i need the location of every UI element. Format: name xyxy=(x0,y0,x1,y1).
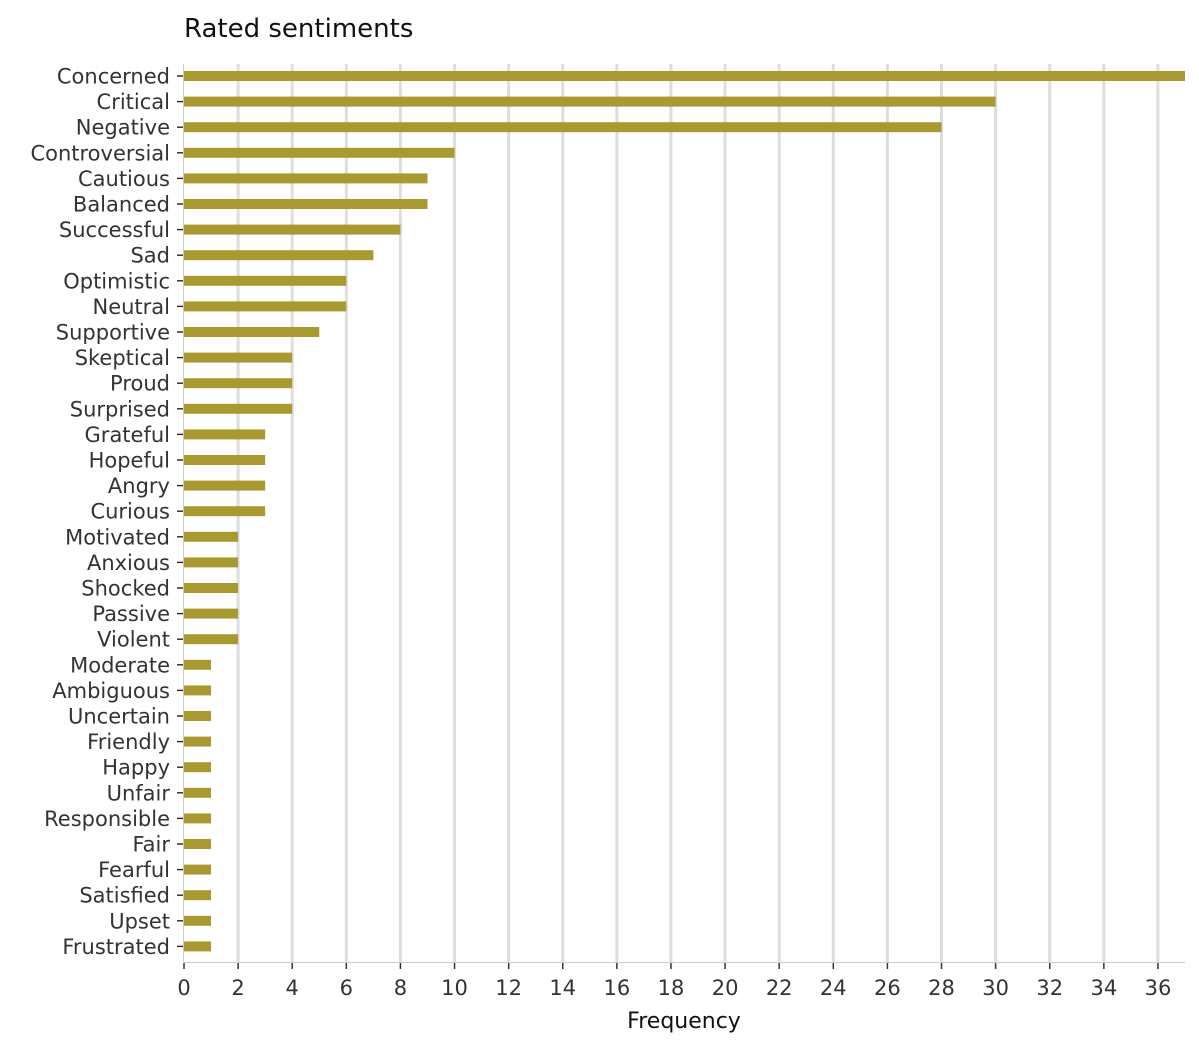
category-label: Friendly xyxy=(87,730,170,754)
x-tick-label: 2 xyxy=(231,976,244,1000)
bar xyxy=(184,762,212,773)
category-label: Skeptical xyxy=(75,346,170,370)
category-label: Fearful xyxy=(98,858,170,882)
x-tick-label: 6 xyxy=(340,976,353,1000)
category-label: Unfair xyxy=(107,781,171,805)
category-label: Balanced xyxy=(73,193,170,217)
x-tick-label: 20 xyxy=(712,976,739,1000)
bar xyxy=(184,480,266,491)
category-label: Satisfied xyxy=(79,884,170,908)
category-label: Concerned xyxy=(57,65,170,89)
bar xyxy=(184,403,293,414)
x-tick-label: 18 xyxy=(658,976,685,1000)
category-label: Proud xyxy=(110,372,170,396)
category-label: Frustrated xyxy=(62,935,170,959)
category-label: Upset xyxy=(109,909,170,933)
bar xyxy=(184,506,266,517)
category-label: Cautious xyxy=(78,167,170,191)
bar xyxy=(184,608,239,619)
category-label: Shocked xyxy=(81,577,170,601)
bar xyxy=(184,890,212,901)
bar xyxy=(184,199,428,209)
category-label: Optimistic xyxy=(63,269,170,293)
bar xyxy=(184,787,212,798)
category-label: Angry xyxy=(108,474,170,498)
x-tick-label: 22 xyxy=(766,976,793,1000)
bar xyxy=(184,429,266,440)
category-label: Violent xyxy=(97,628,170,652)
category-label: Negative xyxy=(76,116,170,140)
bar xyxy=(184,71,1185,81)
category-label: Hopeful xyxy=(89,449,170,473)
bar xyxy=(184,275,347,286)
bar xyxy=(184,583,239,593)
bar xyxy=(184,557,239,568)
bar xyxy=(184,941,212,952)
bar xyxy=(184,301,347,312)
bars xyxy=(184,71,1185,952)
category-label: Supportive xyxy=(56,321,170,345)
category-label: Controversial xyxy=(30,141,170,165)
category-label: Successful xyxy=(59,218,170,242)
category-label: Neutral xyxy=(92,295,170,319)
bar xyxy=(184,250,374,261)
x-tick-label: 28 xyxy=(928,976,955,1000)
category-label: Passive xyxy=(92,602,170,626)
gridlines xyxy=(236,64,1160,962)
x-tick-label: 14 xyxy=(549,976,576,1000)
x-tick-label: 16 xyxy=(603,976,630,1000)
bar xyxy=(184,224,401,235)
bar xyxy=(184,378,293,389)
category-label: Surprised xyxy=(70,397,170,421)
category-label: Sad xyxy=(130,244,170,268)
x-axis-label: Frequency xyxy=(627,1009,741,1034)
bar xyxy=(184,96,996,107)
bar xyxy=(184,634,239,645)
x-tick-label: 26 xyxy=(874,976,901,1000)
x-tick-label: 12 xyxy=(495,976,522,1000)
category-label: Critical xyxy=(97,90,170,114)
category-label: Anxious xyxy=(87,551,170,575)
x-axis: 0 2 4 6 8 10 12 14 16 18 20 22 24 26 28 30 32 34 36 xyxy=(177,962,1185,1000)
category-label: Uncertain xyxy=(68,705,170,729)
bar xyxy=(184,455,266,465)
category-label: Motivated xyxy=(65,525,170,549)
x-tick-label: 0 xyxy=(177,976,190,1000)
x-tick-label: 24 xyxy=(820,976,847,1000)
category-label: Moderate xyxy=(70,653,170,677)
bar xyxy=(184,685,212,696)
bar xyxy=(184,531,239,542)
x-tick-label: 36 xyxy=(1145,976,1172,1000)
x-tick-label: 32 xyxy=(1036,976,1063,1000)
category-label: Ambiguous xyxy=(52,679,170,703)
x-tick-label: 30 xyxy=(982,976,1009,1000)
bar xyxy=(184,327,320,337)
bar xyxy=(184,147,455,158)
x-tick-label: 34 xyxy=(1090,976,1117,1000)
x-tick-label: 10 xyxy=(441,976,468,1000)
bar xyxy=(184,122,942,133)
x-tick-label: 4 xyxy=(286,976,299,1000)
category-label: Fair xyxy=(133,833,171,857)
x-tick-label: 8 xyxy=(394,976,407,1000)
bar xyxy=(184,173,428,184)
category-label: Curious xyxy=(90,500,170,524)
category-label: Happy xyxy=(102,756,170,780)
bar xyxy=(184,915,212,926)
category-label: Grateful xyxy=(85,423,170,447)
y-axis: ConcernedCriticalNegativeControversialCa… xyxy=(30,64,184,962)
chart-title: Rated sentiments xyxy=(184,14,413,44)
bar xyxy=(184,864,212,875)
category-label: Responsible xyxy=(44,807,170,831)
bar xyxy=(184,813,212,824)
bar xyxy=(184,659,212,670)
bar xyxy=(184,839,212,849)
bar xyxy=(184,711,212,721)
bar xyxy=(184,352,293,363)
bar xyxy=(184,736,212,747)
